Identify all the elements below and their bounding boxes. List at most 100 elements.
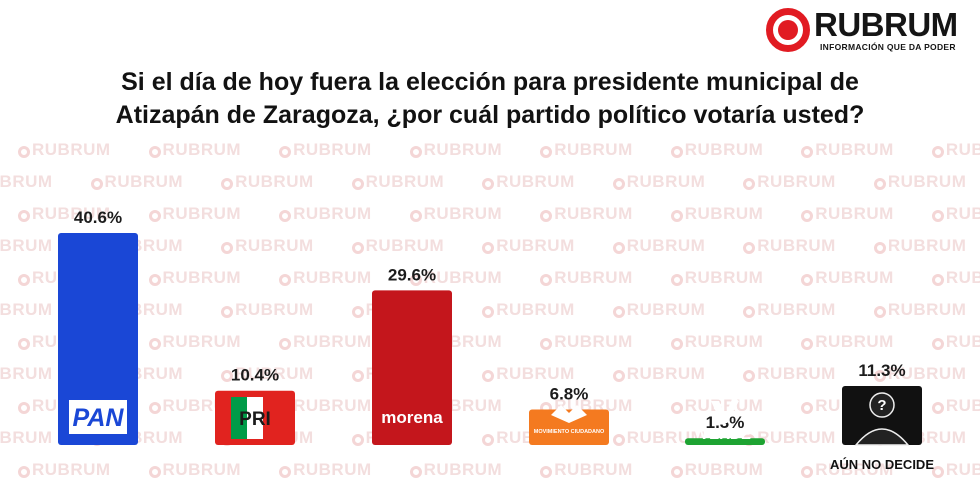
watermark-text: RUBRUM bbox=[945, 396, 980, 415]
watermark-ring-icon bbox=[351, 434, 364, 446]
watermark-ring-icon bbox=[801, 210, 814, 222]
watermark-ring-icon bbox=[18, 274, 30, 286]
person-body-icon bbox=[854, 428, 910, 446]
watermark-ring-icon bbox=[931, 466, 944, 478]
watermark-text: RUBRUM bbox=[423, 460, 503, 479]
watermark-ring-icon bbox=[931, 274, 944, 286]
watermark-text: RUBRUM bbox=[0, 428, 53, 447]
brand-name: RUBRUM bbox=[814, 6, 958, 43]
watermark-text: RUBRUM bbox=[626, 364, 706, 383]
watermark-ring-icon bbox=[743, 242, 756, 254]
mc-eagle-icon bbox=[551, 405, 587, 423]
watermark-text: RUBRUM bbox=[757, 236, 836, 255]
watermark-text: RUBRUM bbox=[554, 332, 633, 351]
bar-value-label: 29.6% bbox=[388, 265, 436, 284]
watermark-ring-icon bbox=[482, 178, 495, 190]
watermark-ring-icon bbox=[221, 178, 234, 190]
watermark-text: RUBRUM bbox=[887, 364, 967, 383]
watermark-ring-icon bbox=[612, 370, 625, 382]
bar-value-label: 11.3% bbox=[858, 361, 905, 380]
watermark-text: RUBRUM bbox=[684, 140, 764, 159]
watermark-ring-icon bbox=[801, 466, 814, 478]
mc-logo-text: MOVIMIENTO CIUDADANO bbox=[534, 429, 605, 435]
watermark-text: RUBRUM bbox=[0, 172, 53, 191]
watermark-text: RUBRUM bbox=[554, 460, 633, 479]
watermark-ring-icon bbox=[409, 466, 422, 478]
watermark-text: RUBRUM bbox=[293, 204, 372, 223]
watermark-ring-icon bbox=[221, 370, 234, 382]
watermark-row: RUBRUM RUBRUM RUBRUM RUBRUM RUBRUM RUBRUM RUBR… bbox=[0, 236, 980, 256]
bar-value-label: 6.8% bbox=[550, 384, 589, 403]
bar-group: 6.8% MOVIMIENTO CIUDADANO bbox=[529, 384, 609, 445]
bar-group: 10.4% PRI bbox=[215, 366, 295, 445]
pan-logo-icon bbox=[67, 398, 129, 436]
watermark-ring-icon bbox=[743, 178, 756, 190]
watermark-ring-icon bbox=[351, 242, 364, 254]
watermark-text: RUBRUM bbox=[815, 332, 894, 351]
watermark-ring-icon bbox=[801, 402, 814, 414]
watermark-text: RUBRUM bbox=[162, 204, 242, 223]
watermark-ring-icon bbox=[801, 338, 814, 350]
watermark-text: RUBRUM bbox=[945, 140, 980, 159]
watermark-ring-icon bbox=[351, 370, 364, 382]
watermark-ring-icon bbox=[612, 434, 625, 446]
watermark-text: RUBRUM bbox=[554, 268, 633, 287]
watermark-ring-icon bbox=[540, 210, 553, 222]
watermark-ring-icon bbox=[612, 178, 625, 190]
watermark-ring-icon bbox=[482, 242, 495, 254]
watermark-text: RUBRUM bbox=[757, 300, 836, 319]
watermark-ring-icon bbox=[148, 274, 161, 286]
watermark-ring-icon bbox=[743, 370, 756, 382]
watermark-ring-icon bbox=[409, 210, 422, 222]
bar-group: 11.3%? AÚN NO DECIDE bbox=[830, 361, 934, 472]
rubrum-logo-ring-icon bbox=[766, 8, 810, 52]
rubrum-logo: RUBRUM INFORMACIÓN QUE DA PODER bbox=[766, 6, 958, 54]
bar bbox=[529, 409, 609, 445]
watermark-text: RUBRUM bbox=[423, 204, 503, 223]
watermark-text: RUBRUM bbox=[293, 140, 372, 159]
watermark-ring-icon bbox=[18, 402, 30, 414]
watermark-text: RUBRUM bbox=[945, 204, 980, 223]
rubrum-logo-dot bbox=[778, 20, 798, 40]
watermark-text: RUBRUM bbox=[887, 236, 967, 255]
pan-logo-text: PAN bbox=[73, 404, 125, 432]
watermark-ring-icon bbox=[90, 178, 103, 190]
watermark-ring-icon bbox=[670, 210, 683, 222]
bar bbox=[685, 438, 765, 445]
watermark-ring-icon bbox=[873, 242, 886, 254]
watermark-text: RUBRUM bbox=[684, 332, 764, 351]
watermark-ring-icon bbox=[351, 306, 364, 318]
watermark-text: RUBRUM bbox=[684, 460, 764, 479]
watermark-ring-icon bbox=[279, 274, 292, 286]
watermark-row: RUBRUM RUBRUM RUBRUM RUBRUM RUBRUM RUBRUM RUBR… bbox=[18, 204, 980, 224]
watermark-text: RUBRUM bbox=[293, 460, 372, 479]
watermark-ring-icon bbox=[931, 146, 944, 158]
watermark-ring-icon bbox=[482, 434, 495, 446]
watermark-text: RUBRUM bbox=[32, 460, 111, 479]
pri-logo-green bbox=[231, 397, 247, 439]
watermark-text: RUBRUM bbox=[887, 172, 967, 191]
watermark-text: RUBRUM bbox=[162, 268, 242, 287]
bar bbox=[372, 290, 452, 445]
bar bbox=[58, 232, 138, 445]
watermark-ring-icon bbox=[279, 338, 292, 350]
watermark-ring-icon bbox=[18, 146, 30, 158]
chart-title-line-2: Atizapán de Zaragoza, ¿por cuál partido … bbox=[115, 101, 865, 129]
watermark-text: RUBRUM bbox=[626, 236, 706, 255]
watermark-ring-icon bbox=[540, 338, 553, 350]
watermark-text: RUBRUM bbox=[815, 204, 894, 223]
watermark-ring-icon bbox=[148, 146, 161, 158]
watermark-ring-icon bbox=[409, 274, 422, 286]
watermark-ring-icon bbox=[670, 146, 683, 158]
watermark-row: RUBRUM RUBRUM RUBRUM RUBRUM RUBRUM RUBRUM RUBR… bbox=[18, 140, 980, 160]
watermark-ring-icon bbox=[670, 338, 683, 350]
watermark-ring-icon bbox=[670, 274, 683, 286]
watermark-ring-icon bbox=[148, 338, 161, 350]
watermark-text: RUBRUM bbox=[684, 204, 764, 223]
watermark-ring-icon bbox=[18, 338, 30, 350]
watermark-text: RUBRUM bbox=[365, 236, 445, 255]
watermark-text: RUBRUM bbox=[162, 460, 242, 479]
bar-group: 1.3%VERDE bbox=[685, 397, 765, 445]
watermark-text: RUBRUM bbox=[32, 204, 111, 223]
